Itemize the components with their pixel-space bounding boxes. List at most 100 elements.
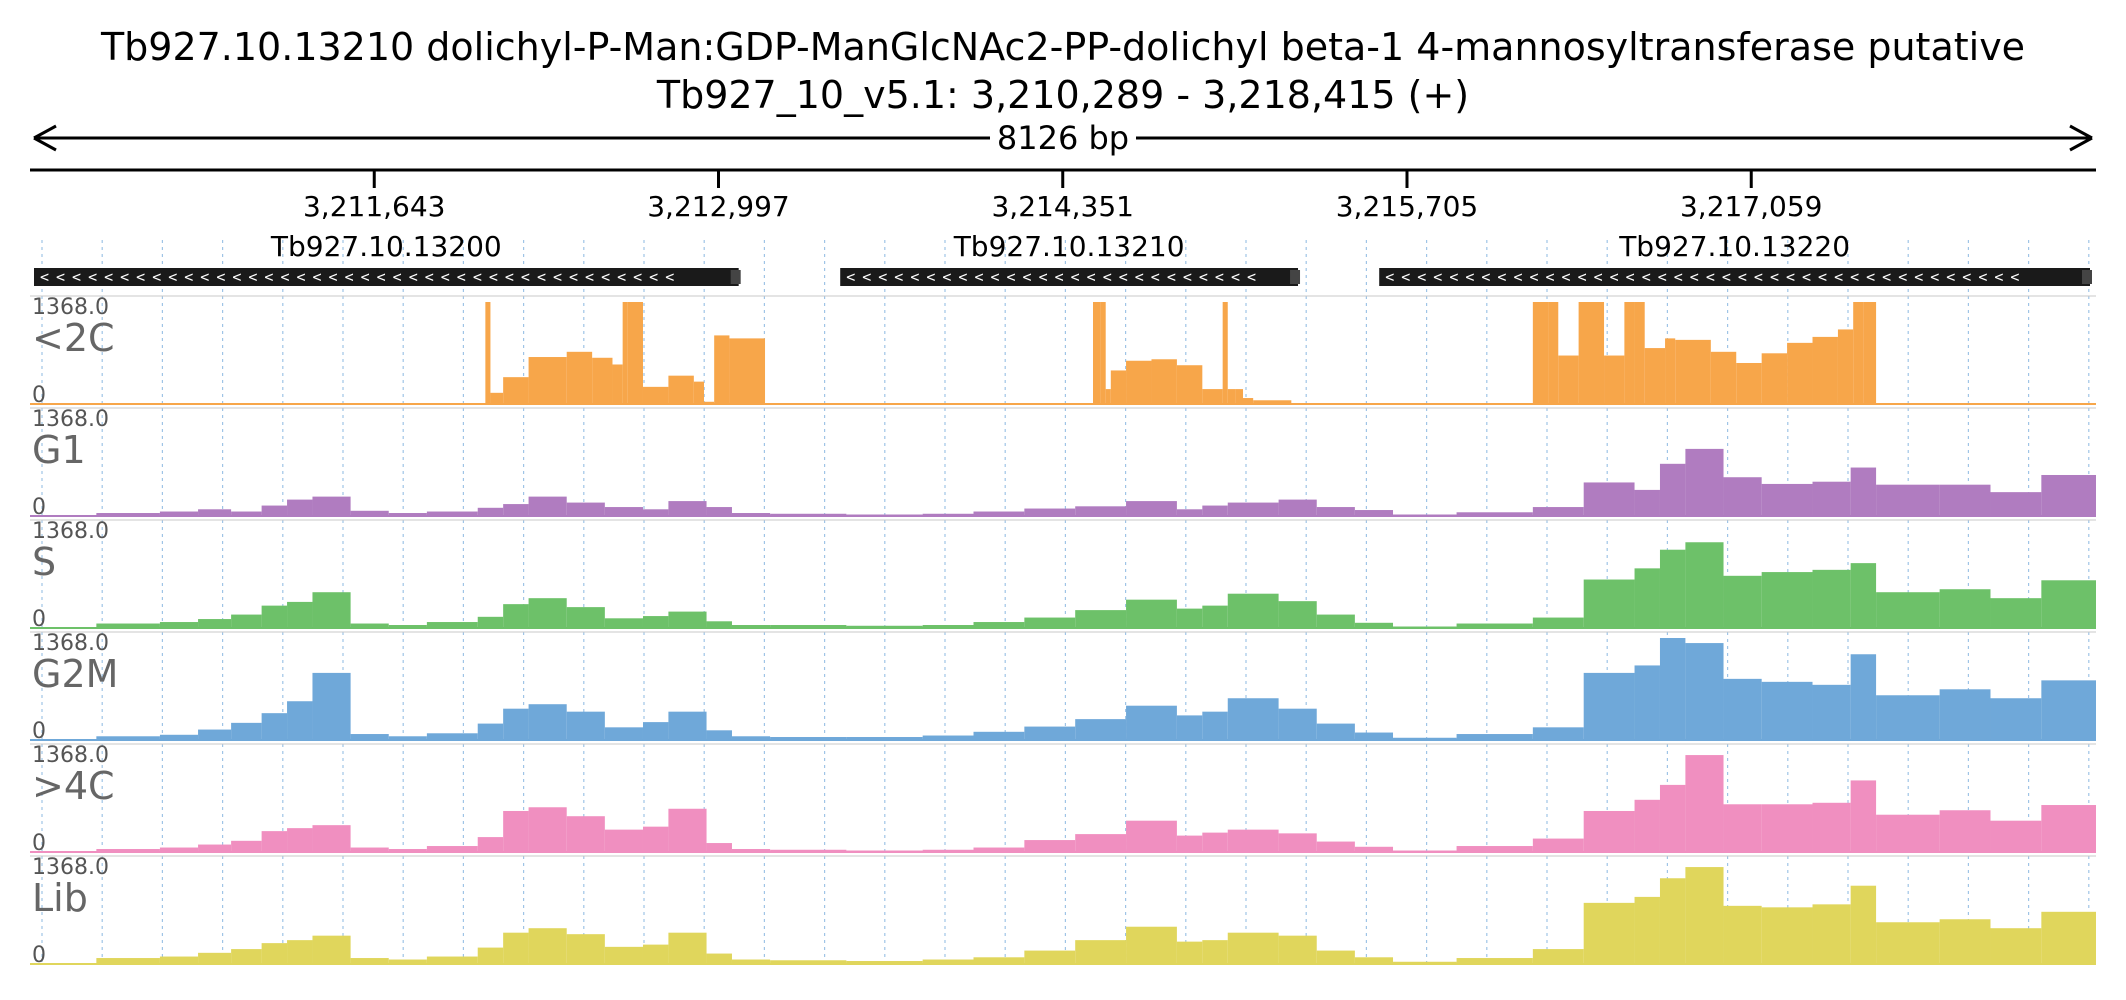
gene-label: Tb927.10.13210 [953, 230, 1185, 263]
gene-label: Tb927.10.13200 [270, 230, 502, 263]
coverage-bar [714, 335, 730, 404]
coverage-bar [731, 513, 771, 516]
coverage-bar [729, 338, 766, 404]
coverage-bar [1812, 481, 1851, 516]
coverage-bar [846, 850, 923, 852]
coverage-bar [1126, 599, 1177, 628]
coverage-bar [1850, 467, 1877, 516]
coverage-bar [1583, 579, 1635, 628]
coverage-bar [1939, 589, 1991, 628]
coverage-bar [1685, 448, 1724, 516]
gene-end-cap [730, 270, 741, 284]
coverage-bar [528, 807, 567, 852]
coverage-bar [388, 849, 427, 852]
coverage-bar [1354, 957, 1394, 964]
coverage-bar [1316, 723, 1355, 740]
coverage-bar [770, 849, 847, 852]
track-name-label: Lib [32, 876, 88, 920]
coverage-bar [706, 621, 732, 628]
coverage-bar [1850, 780, 1877, 852]
coverage-bar [731, 736, 771, 740]
coverage-bar [312, 825, 351, 852]
coverage-bar [1634, 665, 1660, 740]
coverage-bar [846, 514, 923, 516]
gene-body [1379, 268, 2090, 286]
coverage-bar [642, 944, 669, 964]
coverage-bar [642, 386, 669, 404]
coverage-bar [477, 947, 504, 964]
coverage-bar [477, 507, 504, 516]
coverage-bar [731, 625, 771, 628]
coverage-bar [1243, 398, 1254, 404]
track-name-label: G2M [32, 652, 118, 696]
coverage-bar [1278, 935, 1317, 964]
coverage-bar [1723, 575, 1762, 628]
coverage-bar [1659, 638, 1686, 740]
coverage-bar [1456, 958, 1533, 964]
coverage-bar [261, 943, 288, 964]
coverage-bar [426, 846, 478, 852]
coverage-bar [1176, 608, 1203, 628]
coverage-bar [1093, 302, 1101, 404]
coverage-bar [159, 622, 199, 628]
coverage-bar [1126, 926, 1177, 964]
coverage-bar [198, 619, 232, 628]
track-2: 1368.0S 0 [30, 519, 2096, 632]
coverage-bar [1583, 902, 1635, 964]
coverage-bar [388, 959, 427, 964]
coverage-bar [1393, 514, 1457, 516]
coverage-bar [261, 605, 288, 628]
coverage-bar [198, 729, 232, 740]
coverage-bar [312, 935, 351, 964]
coverage-bar [973, 957, 1025, 964]
coverage-bar [1723, 804, 1762, 852]
coverage-bar [1723, 905, 1762, 964]
coverage-bar [1939, 810, 1991, 852]
coverage-bar [1876, 484, 1940, 516]
coverage-bar [731, 959, 771, 964]
strand-arrows-icon: <<<<<<<<<<<<<<<<<<<<<<<<<< [846, 268, 1263, 286]
track-name-label: <2C [32, 316, 115, 360]
coverage-bar [1532, 949, 1584, 964]
track-min-label: 0 [32, 943, 46, 968]
coverage-bar [1316, 950, 1355, 964]
coverage-bar [770, 513, 847, 516]
coverage-bar [1532, 838, 1584, 852]
coverage-bar [1126, 705, 1177, 740]
coverage-bar [706, 730, 732, 740]
coverage-bar [922, 735, 974, 740]
coverage-bar [350, 510, 389, 516]
coverage-bar [1100, 302, 1106, 404]
coverage-bar [1024, 840, 1076, 852]
coverage-bar [1850, 885, 1877, 964]
coverage-bar [1393, 850, 1457, 852]
strand-arrows-icon: <<<<<<<<<<<<<<<<<<<<<<<<<<<<<<<<<<<<<<<< [40, 268, 681, 286]
coverage-bar [1761, 483, 1813, 516]
coverage-bar [1659, 549, 1686, 628]
coverage-bar [1634, 302, 1645, 404]
coverage-bar [96, 958, 160, 964]
track-max-label: 1368.0 [32, 631, 109, 656]
coverage-bar [1202, 605, 1228, 628]
coverage-bar [350, 623, 389, 628]
track-min-label: 0 [32, 831, 46, 856]
coverage-bar [1532, 727, 1584, 740]
coverage-bar [642, 722, 669, 740]
coverage-bar [1990, 492, 2042, 516]
coverage-bar [1853, 302, 1864, 404]
coverage-bar [1354, 846, 1394, 852]
coverage-bar [485, 302, 491, 404]
coverage-bar [1710, 351, 1737, 404]
coverage-bar [388, 736, 427, 740]
coverage-bar [503, 932, 529, 964]
coverage-bar [1990, 928, 2042, 964]
coverage-bar [503, 604, 529, 628]
coverage-bar [1761, 804, 1813, 852]
track-name-label: >4C [32, 764, 115, 808]
coverage-bar [1939, 484, 1991, 516]
coverage-bar [846, 625, 923, 628]
coverage-bar [388, 625, 427, 628]
coverage-bar [922, 513, 974, 516]
coverage-bar [1316, 507, 1355, 516]
